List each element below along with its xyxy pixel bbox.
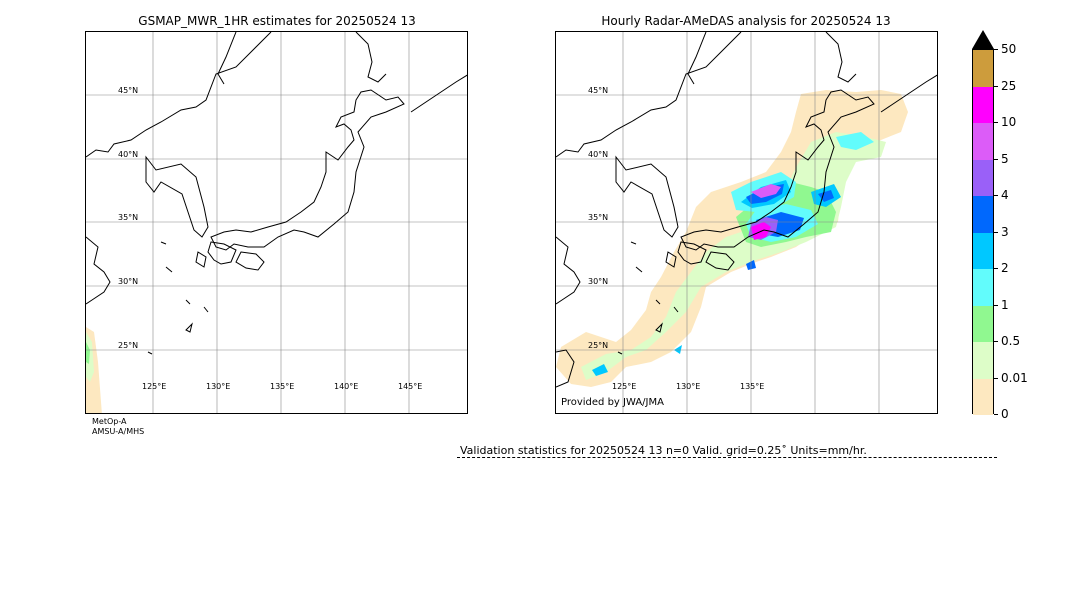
colorbar-segment: [973, 232, 993, 269]
colorbar-segment: [973, 269, 993, 306]
colorbar-segment: [973, 86, 993, 123]
colorbar-tick-label: 5: [1001, 151, 1009, 166]
right-lat-label: 25°N: [588, 341, 609, 350]
right-lat-label: 35°N: [588, 213, 609, 222]
left-map-canvas: [86, 32, 467, 413]
left-lat-label: 45°N: [118, 86, 139, 95]
left-lat-label: 35°N: [118, 213, 139, 222]
colorbar-tickmark: [994, 414, 998, 415]
colorbar-segment: [973, 159, 993, 196]
colorbar-tickmark: [994, 195, 998, 196]
colorbar-tick-label: 25: [1001, 78, 1017, 93]
left-lat-label: 25°N: [118, 341, 139, 350]
colorbar-tickmark: [994, 231, 998, 233]
left-lon-label: 130°E: [206, 382, 231, 391]
colorbar-tick-label: 1: [1001, 297, 1009, 312]
left-lon-label: 140°E: [334, 382, 359, 391]
colorbar-tickmark: [994, 49, 998, 50]
right-lat-label: 40°N: [588, 150, 609, 159]
colorbar-segment: [973, 305, 993, 342]
colorbar-segment: [973, 342, 993, 379]
left-map-panel: 45°N 40°N 35°N 30°N 25°N 125°E 130°E 135…: [85, 31, 468, 414]
colorbar-tick-label: 3: [1001, 224, 1009, 239]
colorbar-tick-label: 4: [1001, 188, 1009, 202]
colorbar-tickmark: [994, 268, 998, 269]
provider-credit: Provided by JWA/JMA: [561, 397, 664, 408]
right-lat-label: 30°N: [588, 277, 609, 286]
colorbar-tick-label: 0.5: [1001, 334, 1021, 348]
colorbar-tick-label: 10: [1001, 115, 1017, 129]
colorbar-segment: [973, 196, 993, 233]
validation-statistics: Validation statistics for 20250524 13 n=…: [460, 444, 867, 457]
colorbar-tick-label: 0: [1001, 407, 1009, 421]
left-lon-label: 125°E: [142, 382, 167, 391]
right-lon-label: 125°E: [612, 382, 637, 391]
colorbar-tick-label: 2: [1001, 261, 1009, 275]
left-rain-field: [86, 327, 102, 413]
left-lon-label: 145°E: [398, 382, 423, 391]
colorbar: [972, 49, 994, 415]
colorbar-tickmark: [994, 85, 998, 87]
right-map-title: Hourly Radar-AMeDAS analysis for 2025052…: [601, 14, 891, 28]
left-lat-label: 30°N: [118, 277, 139, 286]
right-map-panel: 45°N 40°N 35°N 30°N 25°N 125°E 130°E 135…: [555, 31, 938, 414]
colorbar-segment: [973, 123, 993, 160]
right-lon-label: 130°E: [676, 382, 701, 391]
left-gridlines: [86, 32, 467, 413]
right-rain-field: [556, 90, 908, 387]
left-coastlines: [86, 32, 467, 355]
satellite-name: MetOp-A: [92, 417, 127, 426]
validation-divider: [457, 457, 997, 458]
sensor-name: AMSU-A/MHS: [92, 427, 145, 436]
colorbar-tick-label: 0.01: [1001, 370, 1028, 385]
colorbar-tick-label: 50: [1001, 42, 1017, 56]
left-map-title: GSMAP_MWR_1HR estimates for 20250524 13: [138, 14, 416, 28]
colorbar-tickmark: [994, 341, 998, 342]
colorbar-tickmark: [994, 377, 998, 379]
colorbar-tickmark: [994, 158, 998, 160]
left-lon-label: 135°E: [270, 382, 295, 391]
right-coastlines: [556, 32, 937, 388]
colorbar-tickmark: [994, 122, 998, 123]
right-map-canvas: [556, 32, 937, 413]
colorbar-extend-arrow: [972, 30, 994, 49]
colorbar-segment: [973, 50, 993, 87]
colorbar-tickmark: [994, 304, 998, 306]
right-lat-label: 45°N: [588, 86, 609, 95]
colorbar-segment: [973, 378, 993, 415]
left-lat-label: 40°N: [118, 150, 139, 159]
satellite-note: MetOp-A AMSU-A/MHS: [92, 417, 144, 437]
right-lon-label: 135°E: [740, 382, 765, 391]
